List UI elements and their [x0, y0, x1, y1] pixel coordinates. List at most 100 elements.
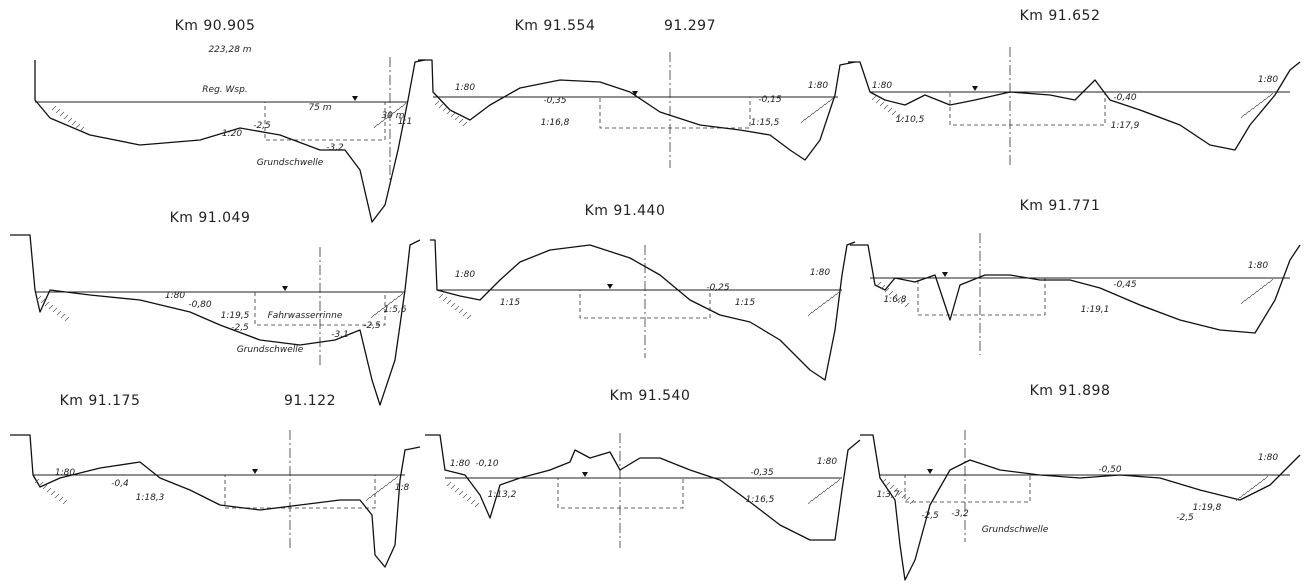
hatch — [875, 98, 881, 104]
water-marker — [632, 91, 638, 96]
hatch — [48, 304, 54, 310]
annotation: 1:19,5 — [221, 311, 250, 321]
hatch — [365, 496, 371, 502]
hatch — [458, 308, 464, 314]
channel-outline — [557, 477, 684, 509]
hatch — [901, 493, 907, 499]
hatch — [1235, 496, 1241, 502]
annotation: 1:8 — [395, 483, 410, 493]
annotation: -2,5 — [921, 511, 939, 521]
annotation: -0,35 — [750, 468, 774, 478]
hatch — [884, 287, 890, 293]
hatch — [474, 502, 480, 508]
hatch — [1263, 475, 1269, 481]
hatch — [1260, 284, 1266, 290]
section-title: Km 91.554 — [515, 18, 596, 34]
hatch — [438, 293, 444, 299]
annotation: 1:19,1 — [1081, 305, 1110, 315]
hatch — [1240, 113, 1246, 119]
hatch — [1264, 281, 1270, 287]
hatch — [1244, 296, 1250, 302]
hatch — [892, 293, 898, 299]
annotation: -0,80 — [188, 300, 212, 310]
hatch — [462, 311, 468, 317]
section-title: Km 90.905 — [175, 18, 256, 34]
annotation: 1:80 — [55, 468, 75, 478]
annotation: 1:3,7 — [876, 490, 899, 500]
water-marker — [582, 472, 588, 477]
hatch — [382, 304, 388, 310]
hatch — [827, 484, 833, 490]
hatch — [386, 301, 392, 307]
hatch — [450, 112, 456, 118]
hatch — [378, 307, 384, 313]
annotation: 1:13,2 — [488, 490, 517, 500]
channel-outline — [949, 91, 1106, 126]
hatch — [889, 484, 895, 490]
hatch — [887, 107, 893, 113]
hatch — [38, 481, 44, 487]
hatch — [385, 114, 391, 120]
hatch — [871, 95, 877, 101]
hatch — [450, 484, 456, 490]
hatch — [458, 118, 464, 124]
hatch — [880, 284, 886, 290]
hatch — [55, 108, 61, 114]
annotation: 1:16,5 — [746, 495, 775, 505]
annotation: Fahrwasserrinne — [268, 311, 343, 321]
hatch — [370, 313, 376, 319]
section-title: Km 91.652 — [1020, 8, 1101, 24]
hatch — [816, 106, 822, 112]
section-title: Km 91.540 — [610, 388, 691, 404]
hatch — [44, 301, 50, 307]
annotation: 30 m — [381, 111, 404, 121]
hatch — [79, 126, 85, 132]
hatch — [393, 475, 399, 481]
river-bed-profile — [860, 434, 1301, 581]
hatch — [50, 490, 56, 496]
hatch — [807, 499, 813, 505]
annotation: 1:15,5 — [751, 118, 780, 128]
hatch — [62, 499, 68, 505]
hatch — [888, 290, 894, 296]
hatch — [36, 295, 42, 301]
hatch — [904, 302, 910, 308]
hatch — [397, 105, 403, 111]
hatch — [446, 109, 452, 115]
hatch — [807, 311, 813, 317]
hatch — [401, 102, 407, 108]
section-title: Km 91.049 — [170, 210, 251, 226]
annotation: 75 m — [308, 103, 331, 113]
water-marker — [942, 272, 948, 277]
river-bed-profile — [10, 434, 421, 568]
annotation: 1:5,6 — [383, 305, 406, 315]
hatch — [1252, 290, 1258, 296]
hatch — [389, 111, 395, 117]
hatch — [398, 292, 404, 298]
hatch — [1264, 95, 1270, 101]
hatch — [831, 481, 837, 487]
annotation: 1:80 — [455, 270, 475, 280]
annotation: 1:80 — [1258, 75, 1278, 85]
channel-outline — [904, 474, 1031, 503]
annotation: -0,10 — [475, 459, 499, 469]
hatch — [64, 316, 70, 322]
annotation: Grundschwelle — [257, 158, 324, 168]
hatch — [46, 487, 52, 493]
hatch — [446, 481, 452, 487]
annotation: 1:80 — [817, 457, 837, 467]
hatch — [438, 103, 444, 109]
hatch — [827, 296, 833, 302]
river-bed-profile — [850, 244, 1301, 334]
hatch — [897, 490, 903, 496]
channel-outline — [224, 474, 376, 509]
annotation: -2,5 — [253, 121, 271, 131]
hatch — [450, 302, 456, 308]
hatch — [470, 499, 476, 505]
hatch — [52, 307, 58, 313]
hatch — [909, 499, 915, 505]
hatch — [800, 118, 806, 124]
hatch — [462, 493, 468, 499]
annotation: 1:80 — [808, 81, 828, 91]
